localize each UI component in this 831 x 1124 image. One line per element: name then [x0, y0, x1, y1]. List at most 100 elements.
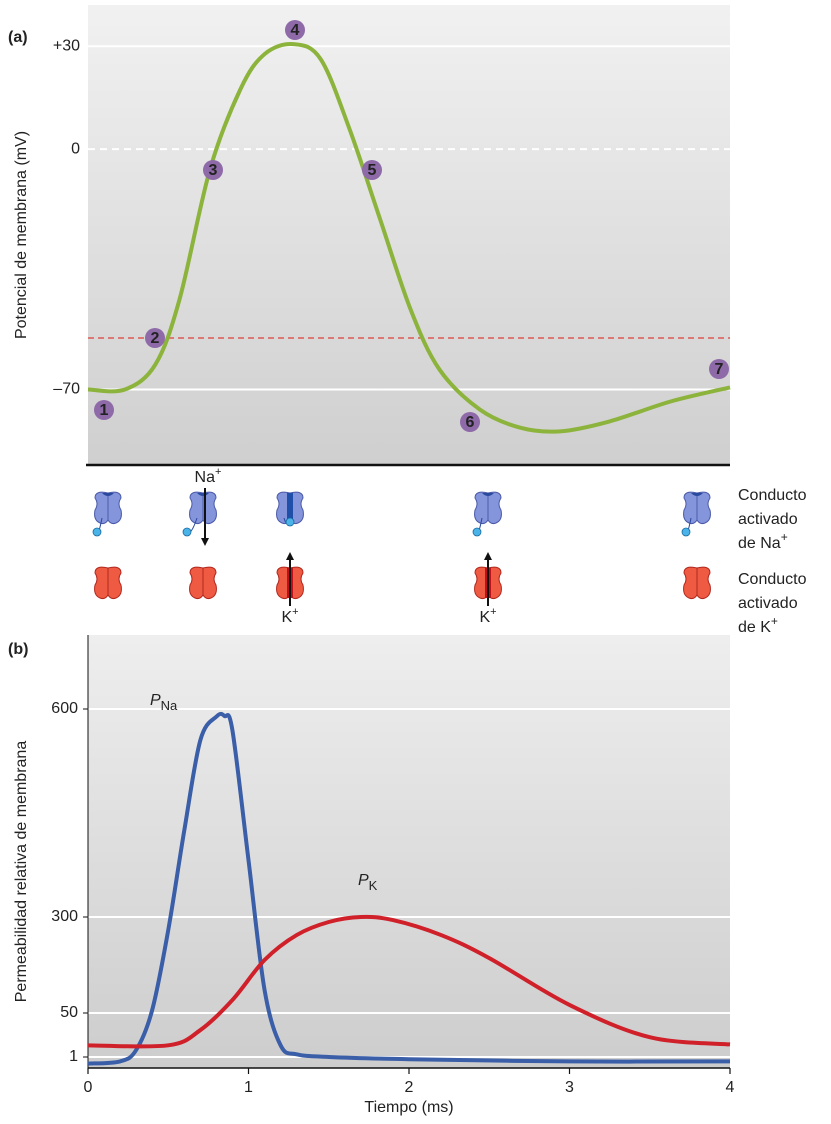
- ion-label: K+: [281, 606, 298, 626]
- y-tick-label: 50: [60, 1004, 78, 1021]
- gate-cap: [482, 493, 494, 496]
- ion-label: K+: [479, 606, 496, 626]
- arrow-head: [484, 552, 492, 560]
- x-axis-label: Tiempo (ms): [364, 1099, 453, 1116]
- channel-row-label: activado: [738, 595, 798, 612]
- row-text: de Na: [738, 535, 781, 552]
- step-number: 3: [209, 162, 218, 179]
- ion-charge: +: [215, 466, 221, 478]
- series-label: PK: [358, 872, 378, 893]
- channel-subunit: [94, 566, 109, 600]
- inactivation-ball: [285, 517, 295, 527]
- channel-subunit: [276, 566, 291, 600]
- ion-name: Na: [195, 469, 216, 486]
- x-tick-label: 1: [244, 1079, 253, 1096]
- channel-subunit: [474, 566, 489, 600]
- row-sup: +: [771, 614, 778, 628]
- arrow-head: [201, 538, 209, 546]
- permeability-line: [87, 711, 731, 1066]
- channel-subunit: [487, 491, 502, 525]
- ion-charge: +: [490, 606, 496, 618]
- inactivation-ball: [182, 527, 192, 537]
- x-tick-label: 0: [84, 1079, 93, 1096]
- row-text: Conducto: [738, 571, 807, 588]
- potassium-channel: [474, 566, 502, 600]
- gate-cap: [691, 493, 703, 496]
- step-marker: [145, 328, 165, 348]
- channel-subunit: [189, 491, 204, 525]
- channel-row-label: Conducto: [738, 571, 807, 588]
- y-tick-label: 0: [71, 140, 80, 157]
- channel-row-label: de Na+: [738, 530, 788, 552]
- channel-subunit: [202, 566, 217, 600]
- channel-subunit: [683, 566, 698, 600]
- ion-name: K: [479, 609, 490, 626]
- row-sup: +: [781, 530, 788, 544]
- potassium-channel: [94, 566, 122, 600]
- inactivation-ball: [472, 527, 482, 537]
- y-tick-label: 300: [51, 908, 78, 925]
- series-subscript: K: [369, 878, 378, 893]
- potassium-channel: [189, 566, 217, 600]
- gate-cap: [102, 493, 114, 496]
- arrow-head: [286, 552, 294, 560]
- panel-label: (b): [8, 641, 28, 658]
- channel-subunit: [94, 491, 109, 525]
- channel-subunit: [189, 566, 204, 600]
- permeability-line: [87, 914, 731, 1049]
- channel-row-label: de K+: [738, 614, 778, 636]
- step-number: 6: [466, 414, 475, 431]
- channel-subunit: [289, 491, 304, 525]
- y-tick-label: 1: [69, 1048, 78, 1065]
- ion-name: K: [281, 609, 292, 626]
- panel-label: (a): [8, 29, 28, 46]
- sodium-channel: [92, 491, 122, 537]
- step-number: 2: [151, 330, 160, 347]
- channel-subunit: [289, 566, 304, 600]
- open-pore: [287, 493, 293, 523]
- sodium-channel: [472, 491, 502, 537]
- channel-subunit: [276, 491, 291, 525]
- plot-background: [88, 635, 730, 1068]
- channel-subunit: [474, 491, 489, 525]
- series-subscript: Na: [161, 698, 178, 713]
- y-axis-label: Potencial de membrana (mV): [13, 131, 30, 339]
- channel-subunit: [696, 566, 711, 600]
- ion-label: Na+: [195, 466, 222, 486]
- y-tick-label: 600: [51, 700, 78, 717]
- series-name: P: [150, 692, 161, 709]
- potassium-channel: [683, 566, 711, 600]
- channel-subunit: [107, 566, 122, 600]
- x-tick-label: 4: [726, 1079, 735, 1096]
- series-name: P: [358, 872, 369, 889]
- step-marker: [362, 160, 382, 180]
- sodium-channel: [182, 491, 217, 537]
- ion-charge: +: [292, 606, 298, 618]
- step-number: 4: [291, 22, 300, 39]
- sodium-channel: [681, 491, 711, 537]
- channel-row-label: activado: [738, 511, 798, 528]
- step-number: 1: [100, 402, 109, 419]
- channel-subunit: [683, 491, 698, 525]
- channel-subunit: [487, 566, 502, 600]
- x-tick-label: 3: [565, 1079, 574, 1096]
- step-marker: [460, 412, 480, 432]
- row-text: de K: [738, 619, 771, 636]
- step-number: 5: [368, 162, 377, 179]
- step-marker: [709, 359, 729, 379]
- channel-subunit: [696, 491, 711, 525]
- step-marker: [203, 160, 223, 180]
- row-text: Conducto: [738, 487, 807, 504]
- series-label: PNa: [150, 692, 178, 713]
- channel-subunit: [107, 491, 122, 525]
- step-marker: [94, 400, 114, 420]
- channel-subunit: [202, 491, 217, 525]
- step-marker: [285, 20, 305, 40]
- membrane-potential-line: [87, 42, 731, 434]
- row-text: activado: [738, 511, 798, 528]
- inactivation-ball: [681, 527, 691, 537]
- row-text: activado: [738, 595, 798, 612]
- sodium-channel: [276, 491, 304, 527]
- channel-row-label: Conducto: [738, 487, 807, 504]
